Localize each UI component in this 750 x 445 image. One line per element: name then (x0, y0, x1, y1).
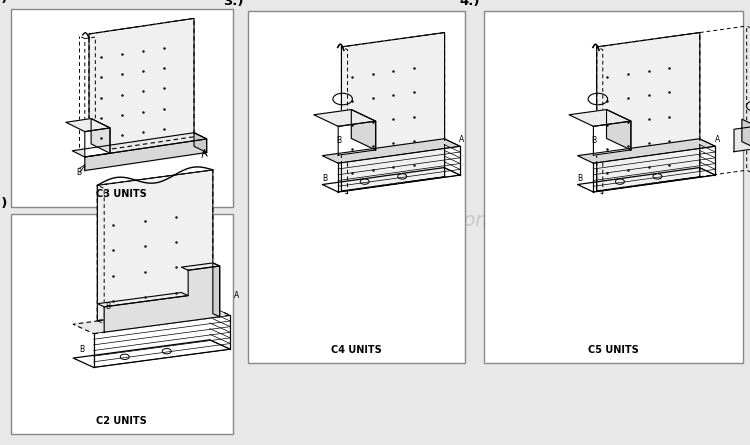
Text: B: B (322, 174, 327, 183)
Polygon shape (351, 109, 376, 150)
Text: A: A (202, 149, 207, 158)
Text: C4 UNITS: C4 UNITS (331, 345, 382, 355)
Polygon shape (85, 128, 110, 157)
Text: C5 UNITS: C5 UNITS (588, 345, 638, 355)
Text: A: A (234, 291, 239, 300)
Text: B: B (591, 137, 596, 146)
Polygon shape (72, 133, 206, 157)
Text: A: A (459, 135, 464, 144)
Text: B: B (578, 174, 583, 183)
Bar (11, 9, 232, 207)
Text: 4.): 4.) (460, 0, 480, 8)
Polygon shape (92, 118, 110, 153)
Text: 2.): 2.) (0, 0, 8, 5)
Polygon shape (85, 139, 206, 170)
Polygon shape (569, 109, 631, 126)
Text: B: B (80, 345, 85, 354)
Polygon shape (194, 133, 206, 153)
Polygon shape (578, 139, 716, 163)
Polygon shape (593, 121, 631, 155)
Polygon shape (341, 32, 445, 191)
Polygon shape (578, 139, 716, 163)
Polygon shape (314, 109, 376, 126)
Polygon shape (607, 109, 631, 150)
Text: A: A (715, 135, 720, 144)
Text: B: B (106, 303, 111, 312)
Bar (484, 11, 742, 363)
Polygon shape (338, 121, 376, 155)
Polygon shape (182, 263, 220, 270)
Text: 1.): 1.) (0, 197, 8, 210)
Polygon shape (74, 306, 230, 334)
Polygon shape (742, 119, 750, 149)
Polygon shape (66, 118, 110, 132)
Polygon shape (98, 292, 188, 307)
Bar (11, 214, 232, 434)
Polygon shape (104, 266, 220, 332)
Polygon shape (98, 170, 213, 320)
Polygon shape (597, 32, 700, 191)
Polygon shape (213, 263, 220, 317)
Text: B: B (76, 168, 81, 177)
Text: eReplacementParts.com: eReplacementParts.com (256, 211, 494, 230)
Polygon shape (734, 126, 750, 152)
Polygon shape (322, 139, 460, 163)
Bar (248, 11, 465, 363)
Text: 3.): 3.) (224, 0, 244, 8)
Text: C2 UNITS: C2 UNITS (97, 416, 147, 426)
Text: C3 UNITS: C3 UNITS (97, 189, 147, 199)
Text: B: B (336, 137, 341, 146)
Polygon shape (322, 139, 460, 163)
Polygon shape (89, 18, 194, 152)
